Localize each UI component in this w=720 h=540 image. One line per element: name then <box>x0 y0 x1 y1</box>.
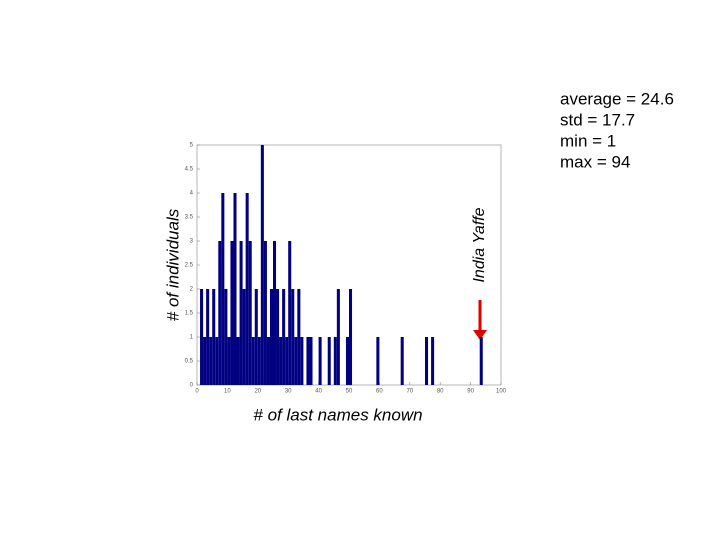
x-tick-label: 60 <box>376 389 383 395</box>
y-tick-label: 5 <box>190 143 194 149</box>
y-tick-label: 3 <box>190 239 194 245</box>
bar <box>212 289 216 385</box>
bar <box>239 241 243 385</box>
x-axis-label: # of last names known <box>253 405 422 424</box>
bar <box>269 289 273 385</box>
bar <box>285 337 289 385</box>
bar <box>279 337 283 385</box>
bar <box>376 337 380 385</box>
x-tick-label: 20 <box>254 389 261 395</box>
bar <box>206 289 210 385</box>
bar <box>400 337 404 385</box>
y-tick-label: 0 <box>190 383 194 389</box>
bar <box>248 241 252 385</box>
x-tick-label: 0 <box>195 389 199 395</box>
bar <box>209 337 213 385</box>
bar <box>242 289 246 385</box>
y-axis-label: # of individuals <box>163 208 182 321</box>
x-tick-label: 80 <box>437 389 444 395</box>
bar <box>306 337 310 385</box>
bar <box>233 193 237 385</box>
y-tick-label: 1 <box>190 335 194 341</box>
bar <box>349 289 353 385</box>
bar <box>336 289 340 385</box>
x-tick-label: 50 <box>346 389 353 395</box>
bar <box>273 241 277 385</box>
annotation: min = 1 <box>560 131 616 150</box>
bar <box>227 337 231 385</box>
x-tick-label: 30 <box>285 389 292 395</box>
x-tick-label: 90 <box>467 389 474 395</box>
annotation: average = 24.6 <box>560 89 674 108</box>
bar <box>215 337 219 385</box>
bar <box>431 337 435 385</box>
x-tick-label: 70 <box>406 389 413 395</box>
bar <box>291 289 295 385</box>
y-tick-label: 4.5 <box>185 167 194 173</box>
x-tick-label: 100 <box>496 389 507 395</box>
bar <box>251 337 255 385</box>
x-tick-label: 40 <box>315 389 322 395</box>
bar <box>200 289 204 385</box>
y-tick-label: 3.5 <box>185 215 194 221</box>
bar <box>282 289 286 385</box>
y-tick-label: 1.5 <box>185 311 194 317</box>
bar <box>254 289 258 385</box>
y-tick-label: 0.5 <box>185 359 194 365</box>
bar <box>333 337 337 385</box>
bar <box>294 337 298 385</box>
callout-arrowhead <box>473 330 487 340</box>
bar <box>224 289 228 385</box>
bar <box>236 337 240 385</box>
annotation: max = 94 <box>560 152 630 171</box>
y-tick-label: 2.5 <box>185 263 194 269</box>
bar <box>266 337 270 385</box>
y-tick-label: 4 <box>190 191 194 197</box>
bar <box>327 337 331 385</box>
x-tick-label: 10 <box>224 389 231 395</box>
bar <box>203 337 207 385</box>
bar <box>300 337 304 385</box>
bar <box>288 241 292 385</box>
bar <box>230 241 234 385</box>
bar <box>245 193 249 385</box>
bar <box>309 337 313 385</box>
bar <box>345 337 349 385</box>
y-tick-label: 2 <box>190 287 194 293</box>
bar <box>260 145 264 385</box>
bar <box>318 337 322 385</box>
bar <box>257 337 261 385</box>
bar <box>221 193 225 385</box>
bar <box>263 241 267 385</box>
bar <box>479 337 483 385</box>
bar <box>218 241 222 385</box>
bar <box>276 289 280 385</box>
bar <box>297 289 301 385</box>
annotation: std = 17.7 <box>560 110 635 129</box>
callout-label: India Yaffe <box>471 207 488 282</box>
bar <box>425 337 429 385</box>
